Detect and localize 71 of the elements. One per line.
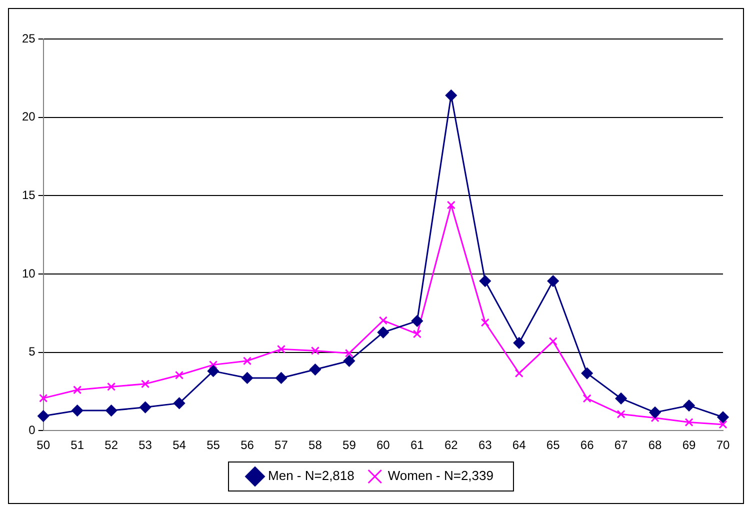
point bbox=[39, 394, 48, 402]
point bbox=[208, 365, 220, 377]
point bbox=[718, 420, 728, 429]
x-tick-label: 59 bbox=[342, 438, 356, 452]
point bbox=[684, 418, 694, 427]
point bbox=[106, 404, 118, 416]
x-tick-label: 55 bbox=[206, 438, 220, 452]
point bbox=[479, 275, 491, 287]
point bbox=[683, 400, 695, 412]
point bbox=[73, 386, 82, 394]
point bbox=[174, 397, 186, 409]
point bbox=[616, 410, 626, 418]
y-tick-label: 15 bbox=[22, 188, 36, 202]
point bbox=[241, 372, 253, 384]
point bbox=[649, 406, 661, 418]
x-tick-label: 51 bbox=[70, 438, 84, 452]
point bbox=[344, 348, 354, 358]
x-tick-label: 56 bbox=[240, 438, 254, 452]
x-tick-label: 68 bbox=[648, 438, 662, 452]
point bbox=[38, 410, 50, 422]
x-tick-label: 62 bbox=[444, 438, 458, 452]
point bbox=[582, 394, 592, 403]
point bbox=[514, 368, 524, 378]
legend-label: Women - N=2,339 bbox=[388, 468, 494, 484]
x-tick-label: 65 bbox=[546, 438, 560, 452]
x-tick-label: 54 bbox=[172, 438, 186, 452]
point bbox=[141, 380, 150, 388]
legend-label: Men - N=2,818 bbox=[268, 468, 354, 484]
x-tick-label: 52 bbox=[104, 438, 118, 452]
y-tick-label: 0 bbox=[28, 422, 36, 437]
x-tick-label: 57 bbox=[274, 438, 288, 452]
point bbox=[513, 337, 525, 349]
y-tick-label: 5 bbox=[28, 344, 36, 359]
point bbox=[548, 337, 558, 346]
x-tick-label: 66 bbox=[580, 438, 594, 452]
point bbox=[343, 355, 355, 367]
x-tick-label: 63 bbox=[478, 438, 492, 452]
point bbox=[174, 370, 184, 380]
y-tick-label: 25 bbox=[22, 31, 36, 46]
point bbox=[547, 275, 559, 287]
point bbox=[242, 356, 252, 366]
x-tick-label: 67 bbox=[614, 438, 628, 452]
x-tick-label: 60 bbox=[376, 438, 390, 452]
point bbox=[480, 318, 490, 327]
y-tick-label: 10 bbox=[22, 266, 36, 280]
point bbox=[445, 90, 457, 102]
x-tick-label: 70 bbox=[716, 438, 730, 452]
x-tick-label: 61 bbox=[410, 438, 424, 452]
point bbox=[310, 346, 320, 355]
point bbox=[140, 402, 152, 414]
x-tick-label: 50 bbox=[36, 438, 50, 452]
point bbox=[717, 411, 729, 423]
point bbox=[411, 315, 423, 327]
y-tick-label: 20 bbox=[22, 110, 36, 124]
point bbox=[581, 368, 593, 380]
x-tick-label: 58 bbox=[308, 438, 322, 452]
point bbox=[377, 326, 389, 338]
x-tick-label: 53 bbox=[138, 438, 152, 452]
x-tick-label: 64 bbox=[512, 438, 526, 452]
x-tick-label: 69 bbox=[682, 438, 696, 452]
point bbox=[72, 404, 84, 416]
point bbox=[446, 200, 456, 210]
point bbox=[412, 330, 422, 338]
point bbox=[615, 392, 627, 404]
point bbox=[107, 382, 116, 392]
point bbox=[309, 364, 321, 376]
point bbox=[208, 360, 218, 370]
point bbox=[650, 414, 660, 422]
point bbox=[378, 316, 388, 325]
point bbox=[275, 372, 287, 384]
point bbox=[276, 344, 286, 354]
